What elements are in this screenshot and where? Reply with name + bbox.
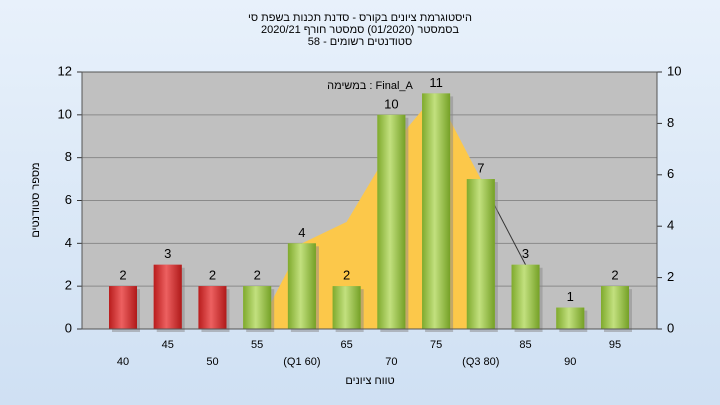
x-tick-label: 55 [251,339,263,351]
data-label: 2 [209,268,216,283]
data-label: 10 [384,96,398,111]
y-tick-label: 8 [65,149,72,164]
bar-shine [556,307,585,329]
data-label: 3 [522,246,529,261]
bar-shine [287,243,316,329]
title-line: בסמסטר (01/2020) סמסטר חורף 2020/21 [261,24,459,36]
bar-shine [422,93,451,330]
bar-shine [243,286,272,329]
data-label: 2 [119,268,126,283]
bar-shine [153,264,182,329]
x-tick-label: 85 [519,339,531,351]
x-tick-label: 90 [564,356,576,368]
x-tick-label: 65 [341,339,353,351]
bar-shine [198,286,227,329]
annotation: במשימה : Final_A [327,80,413,92]
y2-tick-label: 0 [667,320,674,335]
data-label: 11 [429,75,443,90]
x-tick-label: (Q3 80) [462,356,499,368]
data-label: 1 [567,289,574,304]
y-tick-label: 6 [65,192,72,207]
data-label: 4 [298,225,305,240]
y-tick-label: 2 [65,278,72,293]
y-tick-label: 0 [65,320,72,335]
plot-border [81,71,658,330]
x-tick-label: 45 [162,339,174,351]
data-label: 7 [477,161,484,176]
x-tick-label: 40 [117,356,129,368]
x-axis-label: טווח ציונים [345,375,394,387]
y-axis-label: מספר סטודנטים [30,162,42,237]
y-tick-label: 4 [65,235,72,250]
data-label: 3 [164,246,171,261]
y2-tick-label: 4 [667,218,674,233]
data-label: 2 [343,268,350,283]
y2-tick-label: 10 [667,63,681,78]
bar-shine [109,286,137,329]
x-tick-label: 70 [385,356,397,368]
y-tick-label: 10 [58,106,72,121]
bar-shine [332,286,361,329]
y2-tick-label: 6 [667,166,674,181]
bar-shine [466,179,495,329]
title-line: סטודנטים רשומים - 58 [308,36,412,48]
y2-tick-label: 8 [667,115,674,130]
bar-shine [377,114,406,329]
data-label: 2 [611,268,618,283]
data-label: 2 [254,268,261,283]
x-tick-label: (Q1 60) [283,356,320,368]
bar-shine [601,286,629,329]
y2-tick-label: 2 [667,269,674,284]
x-tick-label: 50 [206,356,218,368]
bar-shine [511,264,540,329]
y-tick-label: 12 [58,63,72,78]
title-line: היסטוגרמת ציונים בקורס - סדנת תכנות בשפת… [248,12,472,24]
x-tick-label: 95 [609,339,621,351]
x-tick-label: 75 [430,339,442,351]
